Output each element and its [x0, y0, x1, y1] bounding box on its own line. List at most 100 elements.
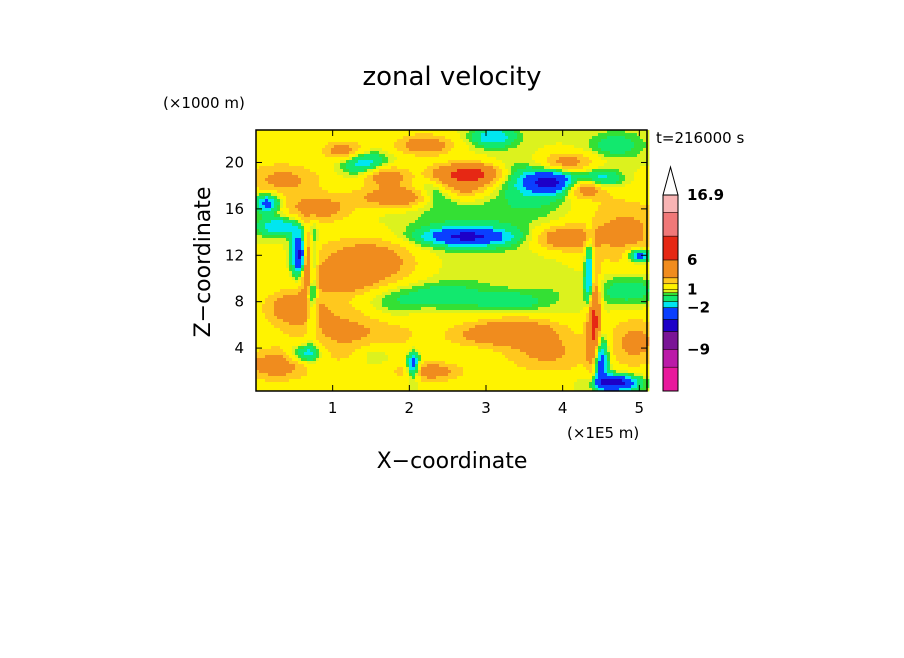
field-cell	[550, 181, 554, 185]
field-cell	[478, 148, 482, 152]
field-cell	[598, 130, 602, 134]
field-cell	[325, 238, 329, 242]
field-cell	[427, 235, 431, 239]
field-cell	[511, 208, 515, 212]
field-cell	[586, 196, 590, 200]
field-cell	[580, 187, 584, 191]
field-cell	[337, 142, 341, 146]
field-cell	[616, 169, 620, 173]
field-cell	[319, 157, 323, 161]
field-cell	[604, 229, 608, 233]
field-cell	[388, 157, 392, 161]
field-cell	[268, 184, 272, 188]
field-cell	[319, 139, 323, 143]
field-cell	[628, 193, 632, 197]
field-cell	[265, 184, 269, 188]
field-cell	[397, 139, 401, 143]
field-cell	[448, 178, 452, 182]
field-cell	[412, 130, 416, 134]
field-cell	[292, 133, 296, 137]
field-cell	[268, 208, 272, 212]
field-cell	[514, 163, 518, 167]
field-cell	[406, 229, 410, 233]
field-cell	[259, 166, 263, 170]
field-cell	[616, 199, 620, 203]
field-cell	[391, 163, 395, 167]
field-cell	[610, 142, 614, 146]
field-cell	[607, 241, 611, 245]
field-cell	[523, 148, 527, 152]
field-cell	[631, 226, 635, 230]
field-cell	[607, 136, 611, 140]
field-cell	[256, 214, 260, 218]
field-cell	[538, 214, 542, 218]
field-cell	[580, 241, 584, 245]
field-cell	[574, 133, 578, 137]
field-cell	[343, 205, 347, 209]
field-cell	[460, 196, 464, 200]
field-cell	[421, 175, 425, 179]
field-cell	[277, 130, 281, 134]
field-cell	[583, 145, 587, 149]
field-cell	[301, 196, 305, 200]
field-cell	[472, 175, 476, 179]
field-cell	[292, 178, 296, 182]
field-cell	[448, 172, 452, 176]
field-cell	[514, 172, 518, 176]
field-cell	[424, 169, 428, 173]
field-cell	[529, 205, 533, 209]
field-cell	[274, 178, 278, 182]
field-cell	[553, 220, 557, 224]
field-cell	[355, 199, 359, 203]
field-cell	[307, 154, 311, 158]
field-cell	[295, 229, 299, 233]
field-cell	[367, 136, 371, 140]
field-cell	[526, 196, 530, 200]
field-cell	[451, 184, 455, 188]
field-cell	[325, 139, 329, 143]
field-cell	[346, 139, 350, 143]
field-cell	[601, 163, 605, 167]
field-cell	[352, 241, 356, 245]
field-cell	[490, 154, 494, 158]
field-cell	[604, 163, 608, 167]
field-cell	[445, 157, 449, 161]
field-cell	[523, 193, 527, 197]
field-cell	[589, 202, 593, 206]
field-cell	[442, 139, 446, 143]
field-cell	[424, 235, 428, 239]
field-cell	[256, 238, 260, 242]
field-cell	[625, 160, 629, 164]
field-cell	[622, 178, 626, 182]
field-cell	[532, 229, 536, 233]
field-cell	[577, 169, 581, 173]
field-cell	[343, 130, 347, 134]
field-cell	[373, 187, 377, 191]
field-cell	[352, 169, 356, 173]
field-cell	[400, 223, 404, 227]
field-cell	[457, 160, 461, 164]
field-cell	[358, 151, 362, 155]
field-cell	[634, 142, 638, 146]
field-cell	[373, 160, 377, 164]
field-cell	[337, 133, 341, 137]
field-cell	[589, 133, 593, 137]
field-cell	[499, 196, 503, 200]
field-cell	[310, 214, 314, 218]
field-cell	[394, 139, 398, 143]
field-cell	[307, 208, 311, 212]
field-cell	[607, 217, 611, 221]
field-cell	[427, 136, 431, 140]
field-cell	[640, 232, 644, 236]
field-cell	[355, 172, 359, 176]
field-cell	[487, 190, 491, 194]
field-cell	[367, 208, 371, 212]
field-cell	[628, 139, 632, 143]
field-cell	[559, 151, 563, 155]
field-cell	[562, 214, 566, 218]
field-cell	[334, 136, 338, 140]
field-cell	[409, 199, 413, 203]
field-cell	[595, 217, 599, 221]
field-cell	[298, 220, 302, 224]
field-cell	[337, 163, 341, 167]
